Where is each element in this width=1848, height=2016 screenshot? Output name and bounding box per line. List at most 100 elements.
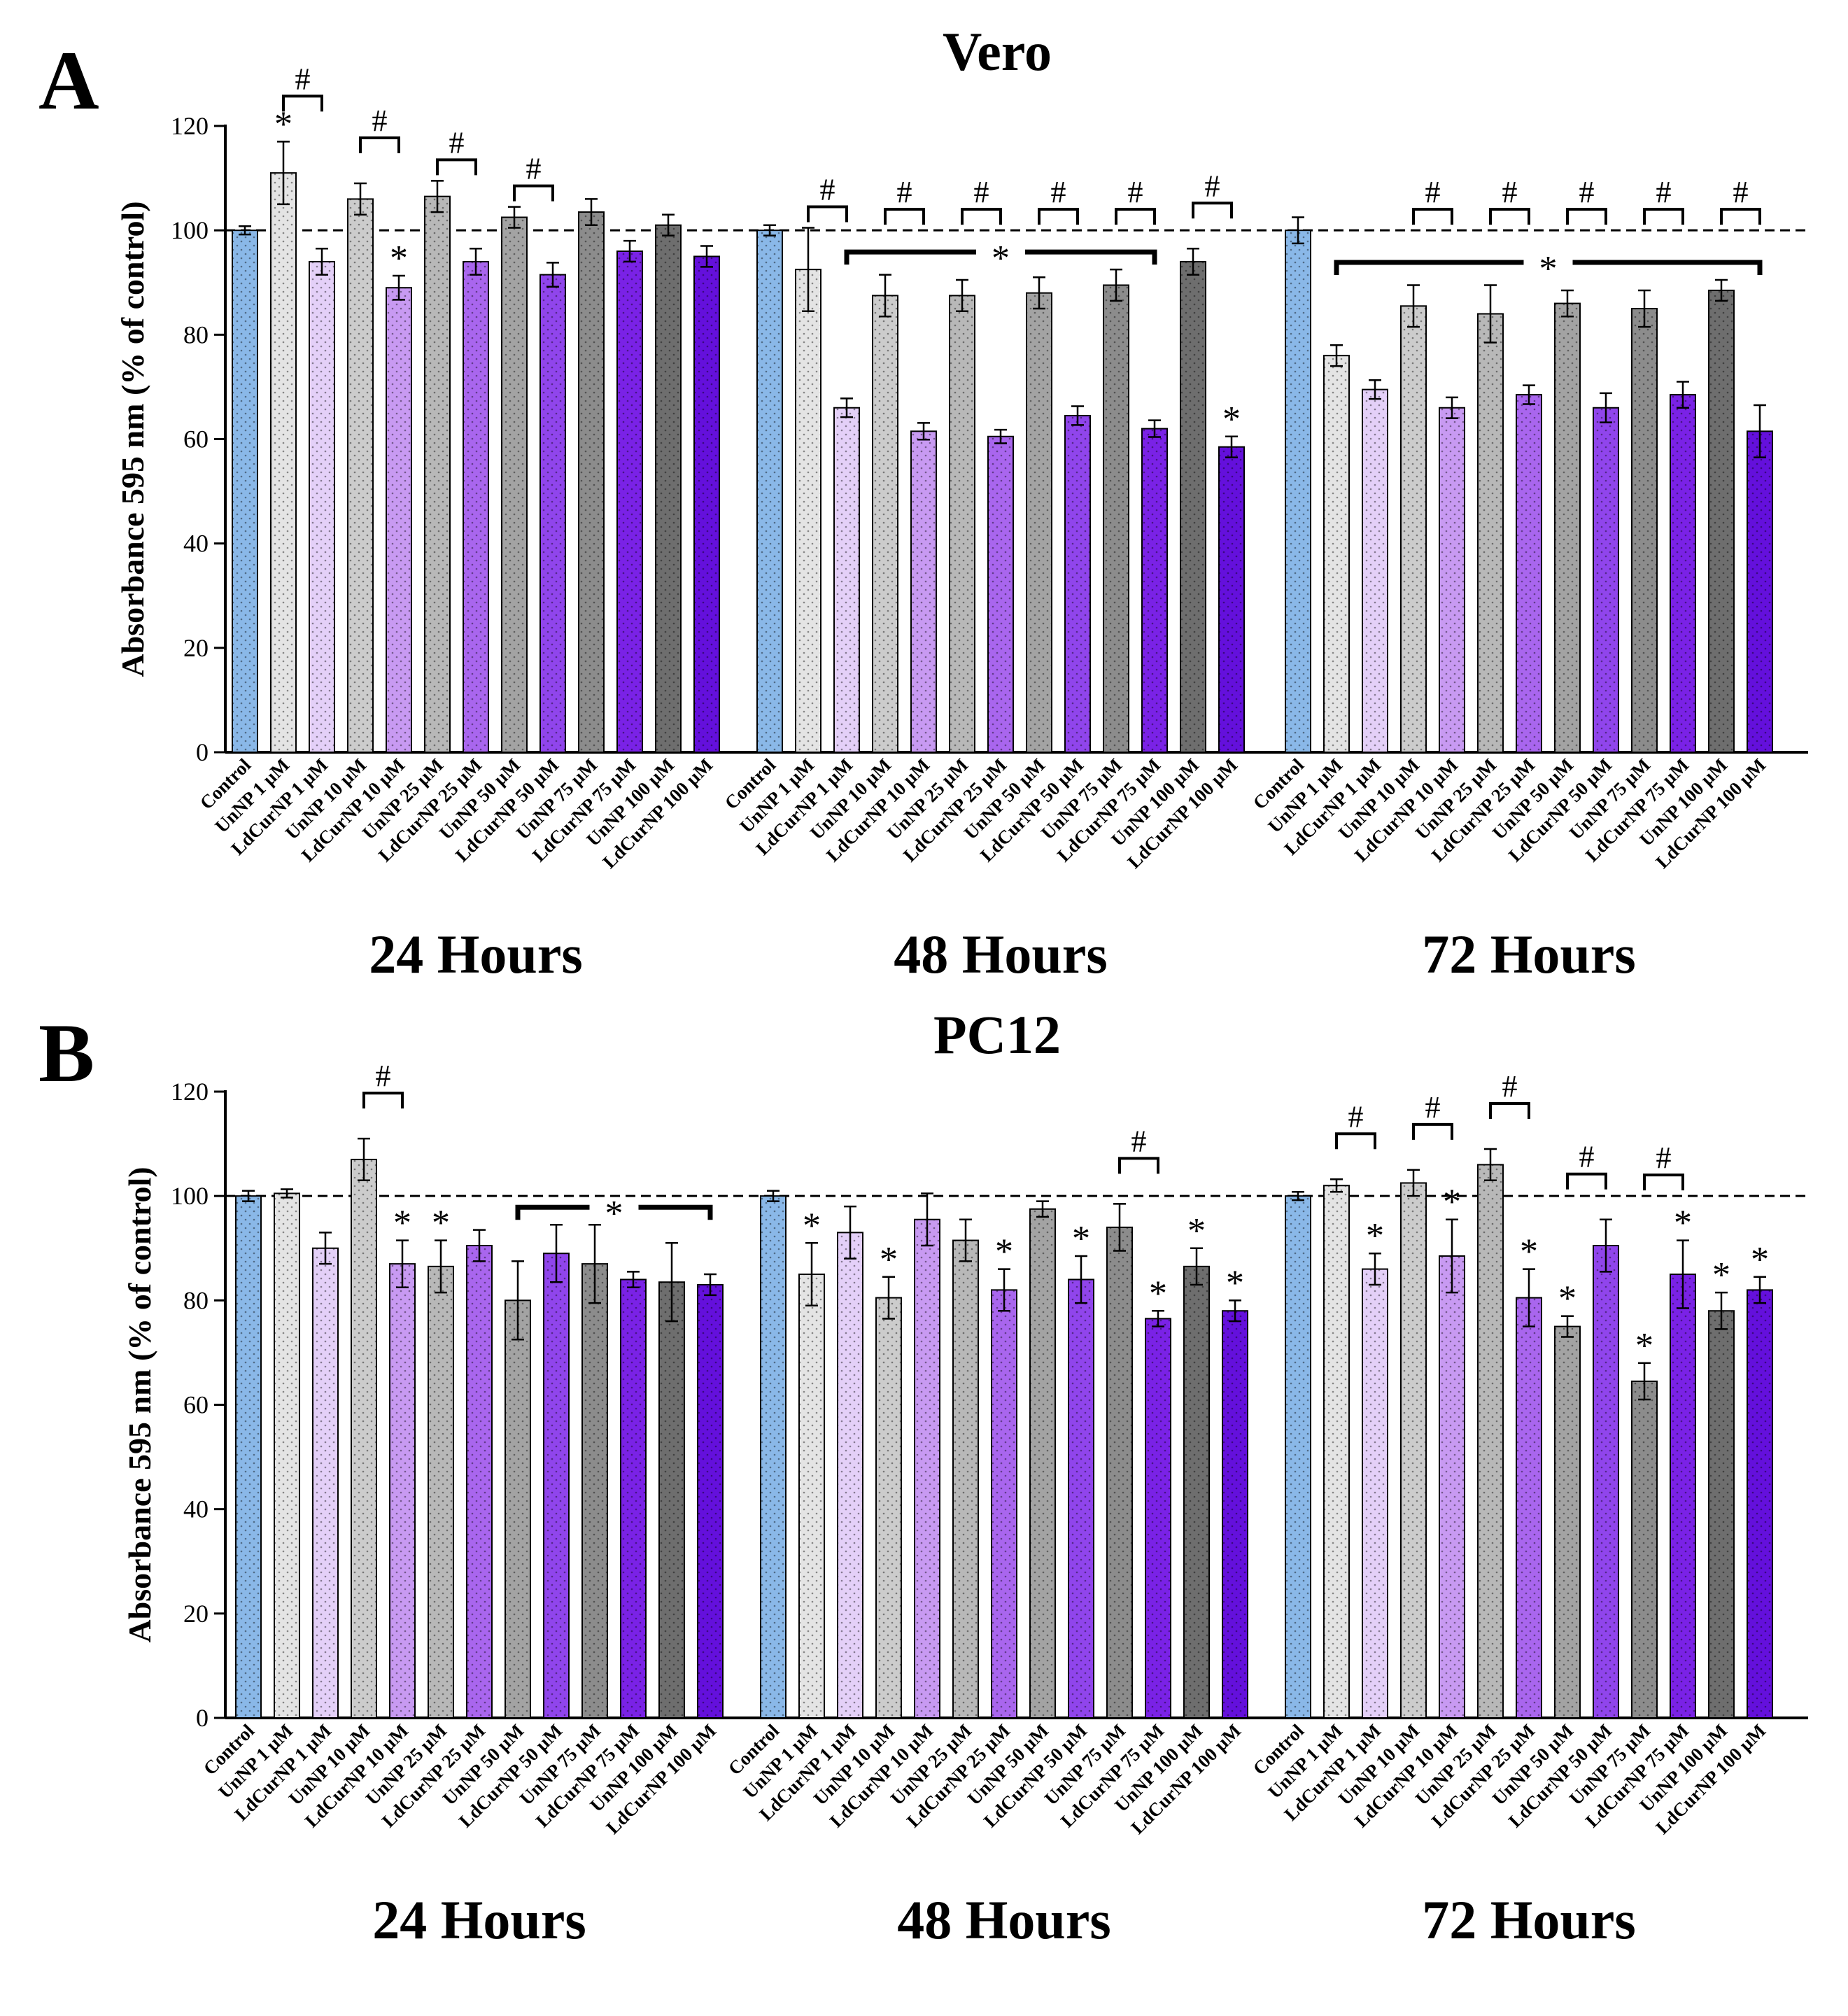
group-label: 48 Hours: [897, 1889, 1111, 1950]
bar-texture: [873, 295, 898, 752]
bar-texture: [834, 407, 859, 752]
bar-texture: [232, 230, 258, 753]
hash-bracket: [807, 205, 848, 223]
significance-star: *: [390, 239, 408, 279]
y-tick-label: 100: [171, 216, 209, 244]
significance-star: *: [1539, 249, 1558, 289]
bar-texture: [1593, 407, 1618, 752]
significance-star: *: [1558, 1279, 1577, 1319]
bar-texture: [1285, 1196, 1311, 1718]
bar-texture: [1670, 1274, 1695, 1718]
significance-star: *: [1712, 1255, 1730, 1295]
bar-texture: [1555, 1326, 1580, 1718]
bar-texture: [463, 261, 488, 753]
bar-texture: [953, 1240, 978, 1718]
hash-bracket: [1115, 208, 1156, 225]
significance-star: *: [1226, 1263, 1244, 1303]
significance-star: *: [393, 1204, 411, 1243]
significance-star: *: [1149, 1274, 1167, 1313]
bar-texture: [1068, 1279, 1094, 1718]
bar-texture: [309, 261, 334, 753]
y-tick-label: 120: [171, 1078, 209, 1106]
bar-texture: [390, 1264, 415, 1718]
hash-mark: #: [1579, 1140, 1595, 1174]
hash-bracket: [1643, 1173, 1684, 1191]
bar-texture: [656, 225, 681, 752]
bar-texture: [1593, 1246, 1618, 1718]
panel-b: B PC12 Absorbance 595 nm (% of control) 0 20…: [38, 1004, 1808, 1950]
bar-texture: [1222, 1311, 1248, 1718]
bar-texture: [1747, 431, 1772, 752]
bar-texture: [838, 1232, 863, 1718]
hash-mark: #: [1425, 1090, 1441, 1125]
significance-star: *: [803, 1206, 821, 1246]
hash-mark: #: [1051, 175, 1066, 209]
bar-texture: [1401, 306, 1426, 752]
hash-bracket: [1335, 1132, 1376, 1150]
bar-texture: [1219, 446, 1244, 752]
bar-texture: [505, 1300, 530, 1718]
hash-mark: #: [1733, 175, 1749, 209]
y-axis-label: Absorbance 595 nm (% of control): [122, 1166, 157, 1642]
panel-letter: B: [38, 1006, 94, 1099]
hash-bracket: [282, 94, 323, 112]
bar-texture: [579, 212, 604, 752]
bar-texture: [386, 288, 411, 752]
star-bracket: [1334, 260, 1524, 276]
significance-star: *: [1072, 1219, 1090, 1259]
bar-texture: [1065, 415, 1090, 752]
hash-mark: #: [526, 152, 542, 186]
bar-texture: [1324, 355, 1349, 753]
bar-texture: [1145, 1318, 1171, 1718]
y-axis-label: Absorbance 595 nm (% of control): [115, 201, 150, 677]
significance-star: *: [1674, 1204, 1692, 1243]
bar-texture: [1184, 1266, 1209, 1718]
bar-texture: [271, 173, 296, 752]
bar-texture: [313, 1248, 338, 1718]
y-tick-label: 80: [183, 1286, 209, 1314]
bar-texture: [236, 1196, 261, 1718]
bar-texture: [950, 295, 975, 752]
bar-texture: [1555, 303, 1580, 752]
bar-texture: [659, 1282, 684, 1718]
bar-texture: [1401, 1183, 1426, 1718]
bar-texture: [274, 1193, 299, 1718]
bar-texture: [1027, 292, 1052, 753]
group-label: 24 Hours: [372, 1889, 586, 1950]
bar-texture: [876, 1297, 901, 1718]
bar-texture: [1709, 290, 1734, 752]
hash-bracket: [1118, 1157, 1159, 1174]
hash-mark: #: [376, 1059, 391, 1093]
hash-mark: #: [1579, 175, 1595, 209]
group-label: 72 Hours: [1422, 1889, 1636, 1950]
hash-mark: #: [820, 172, 835, 206]
bar-texture: [428, 1266, 453, 1718]
bar-texture: [1439, 407, 1465, 752]
hash-mark: #: [1131, 1124, 1147, 1158]
bar-texture: [988, 436, 1013, 752]
bar-texture: [1670, 395, 1695, 752]
hash-bracket: [362, 1092, 404, 1109]
hash-mark: #: [1656, 1141, 1672, 1175]
bar-texture: [1030, 1208, 1055, 1718]
bar-texture: [1478, 313, 1503, 752]
y-tick-label: 0: [196, 738, 209, 766]
hash-bracket: [359, 136, 400, 154]
bar-texture: [1142, 428, 1167, 752]
hash-mark: #: [1502, 1069, 1518, 1104]
bar-texture: [544, 1253, 569, 1718]
hash-mark: #: [897, 175, 912, 209]
bar-texture: [425, 196, 450, 752]
hash-mark: #: [1425, 175, 1441, 209]
hash-mark: #: [1205, 169, 1220, 203]
bar-texture: [1285, 230, 1311, 753]
hash-mark: #: [1656, 175, 1672, 209]
bar-texture: [582, 1264, 607, 1718]
bar-texture: [915, 1219, 940, 1718]
star-bracket: [1572, 260, 1763, 276]
bar-texture: [1747, 1290, 1772, 1718]
y-tick-label: 60: [183, 1391, 209, 1419]
hash-mark: #: [295, 62, 311, 96]
group-label: 72 Hours: [1422, 924, 1636, 985]
